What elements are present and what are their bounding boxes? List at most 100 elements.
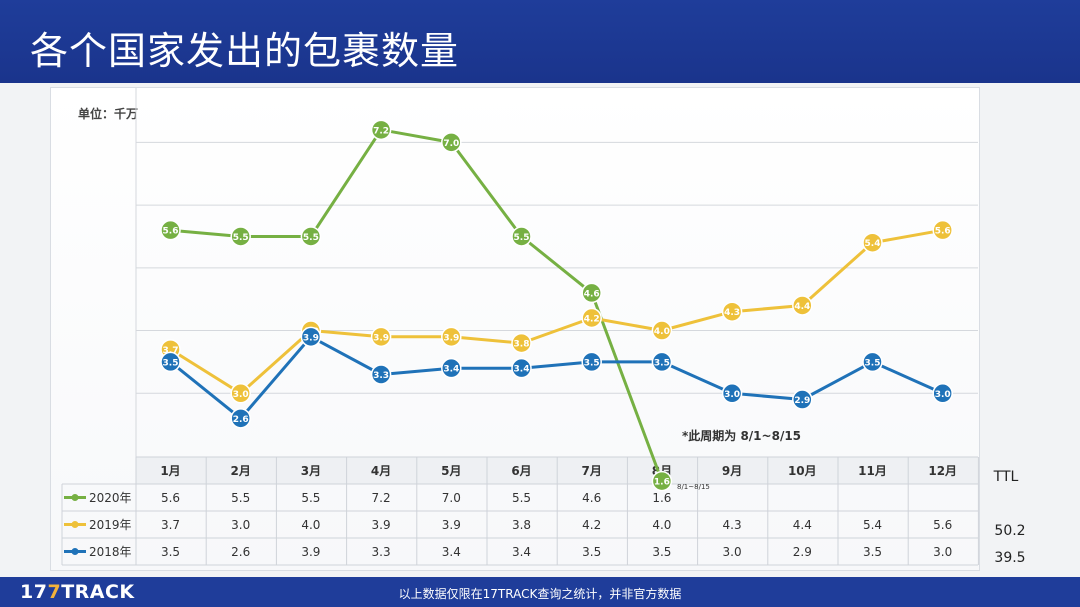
logo-number: 17 [20,581,48,603]
total-cell: 50.2 [994,523,1025,539]
table-cell: 5.5 [231,491,250,505]
series-line [169,228,943,395]
legend-swatch-dot [71,494,79,501]
data-point [721,301,743,322]
data-point [300,226,322,247]
x-tick-label: 10月 [788,464,817,478]
table-cell: 7.2 [372,491,391,505]
x-tick-label: 5月 [441,464,461,478]
table-cell: 5.6 [161,491,180,505]
data-point [370,326,392,348]
data-label: 3.0 [935,390,951,400]
legend-label: 2019年 [89,518,132,532]
data-label: 2.9 [794,396,810,406]
table-period-note: 8/1~8/15 [677,483,710,491]
brand-logo: 177TRACK [20,581,135,603]
data-label: 2.6 [233,415,249,425]
data-point [581,351,602,373]
data-point [441,326,462,348]
unit-label: 单位：千万 [78,106,138,121]
data-point [160,351,181,373]
table-cell: 3.5 [161,545,180,559]
table-cell: 3.9 [372,518,391,532]
data-point [932,219,953,241]
table-cell: 3.5 [582,545,601,559]
table-cell: 5.5 [512,491,531,505]
data-point [581,282,602,304]
table-cell: 4.0 [652,518,671,532]
table-cell: 3.5 [863,545,882,559]
table-cell: 3.8 [512,518,531,532]
table-cell: 3.4 [442,545,461,559]
data-point [300,326,322,348]
table-cell: 3.0 [723,545,742,559]
data-label: 4.6 [584,289,600,299]
table-cell: 2.9 [793,545,812,559]
data-label: 3.8 [514,340,530,350]
table-cell: 3.9 [301,545,320,559]
period-annotation: *此周期为 8/1~8/15 [682,428,801,443]
data-label: 4.2 [584,315,600,325]
data-point [792,389,813,410]
chart-panel [50,87,980,571]
data-label: 3.3 [373,371,389,381]
legend-swatch-dot [71,521,79,528]
data-point [230,408,251,429]
table-cell: 3.0 [231,518,250,532]
data-point [160,219,181,241]
data-label: 4.3 [724,308,740,318]
table-cell: 4.2 [582,518,601,532]
data-label: 3.0 [233,390,249,400]
header-bar: 各个国家发出的包裹数量 [0,0,1080,83]
table-cell: 3.3 [372,545,391,559]
table-cell: 4.4 [793,518,812,532]
x-tick-label: 1月 [160,464,180,478]
logo-text: TRACK [61,581,135,603]
data-label: 3.5 [584,358,600,368]
data-point [441,357,462,379]
data-point [651,351,673,373]
logo-mark: 7 [47,581,62,603]
data-label: 3.9 [373,333,389,343]
data-point [370,364,392,385]
data-point [932,383,953,404]
page-title: 各个国家发出的包裹数量 [30,29,460,73]
table-cell: 1.6 [652,491,671,505]
footer-note: 以上数据仅限在17TRACK查询之统计，并非官方数据 [398,587,682,601]
data-point [581,307,602,329]
data-point [651,470,673,492]
data-label: 3.9 [303,333,319,343]
data-label: 3.9 [443,333,459,343]
data-label: 7.2 [373,126,389,136]
series-line [169,335,944,420]
data-point [862,351,883,373]
data-point [721,383,743,404]
data-point [651,320,673,341]
legend-label: 2018年 [89,545,132,559]
x-tick-label: 4月 [371,464,391,478]
data-label: 3.5 [163,358,179,368]
table-cell: 3.5 [652,545,671,559]
series-line [170,128,664,482]
data-label: 3.0 [724,390,740,400]
table-cell: 4.6 [582,491,601,505]
x-tick-label: 11月 [858,464,887,478]
total-header: TTL [993,469,1019,485]
data-point [511,357,532,379]
table-cell: 3.0 [933,545,952,559]
line-chart: 单位：千万1月2月3月4月5月6月7月8月9月10月11月12月TTL5.65.… [61,88,1026,566]
data-label: 5.6 [163,227,179,237]
data-label: 3.5 [654,358,670,368]
x-tick-label: 9月 [722,464,742,478]
data-label: 5.5 [303,233,319,243]
data-label: 5.5 [233,233,249,243]
table-cell: 7.0 [442,491,461,505]
table-cell: 5.5 [301,491,320,505]
data-point [511,226,532,247]
total-cell: 39.5 [994,550,1025,566]
data-label: 5.4 [865,239,881,249]
data-point [370,119,392,141]
table-cell: 4.3 [723,518,742,532]
x-tick-label: 12月 [928,464,957,478]
legend-swatch-dot [71,548,79,555]
